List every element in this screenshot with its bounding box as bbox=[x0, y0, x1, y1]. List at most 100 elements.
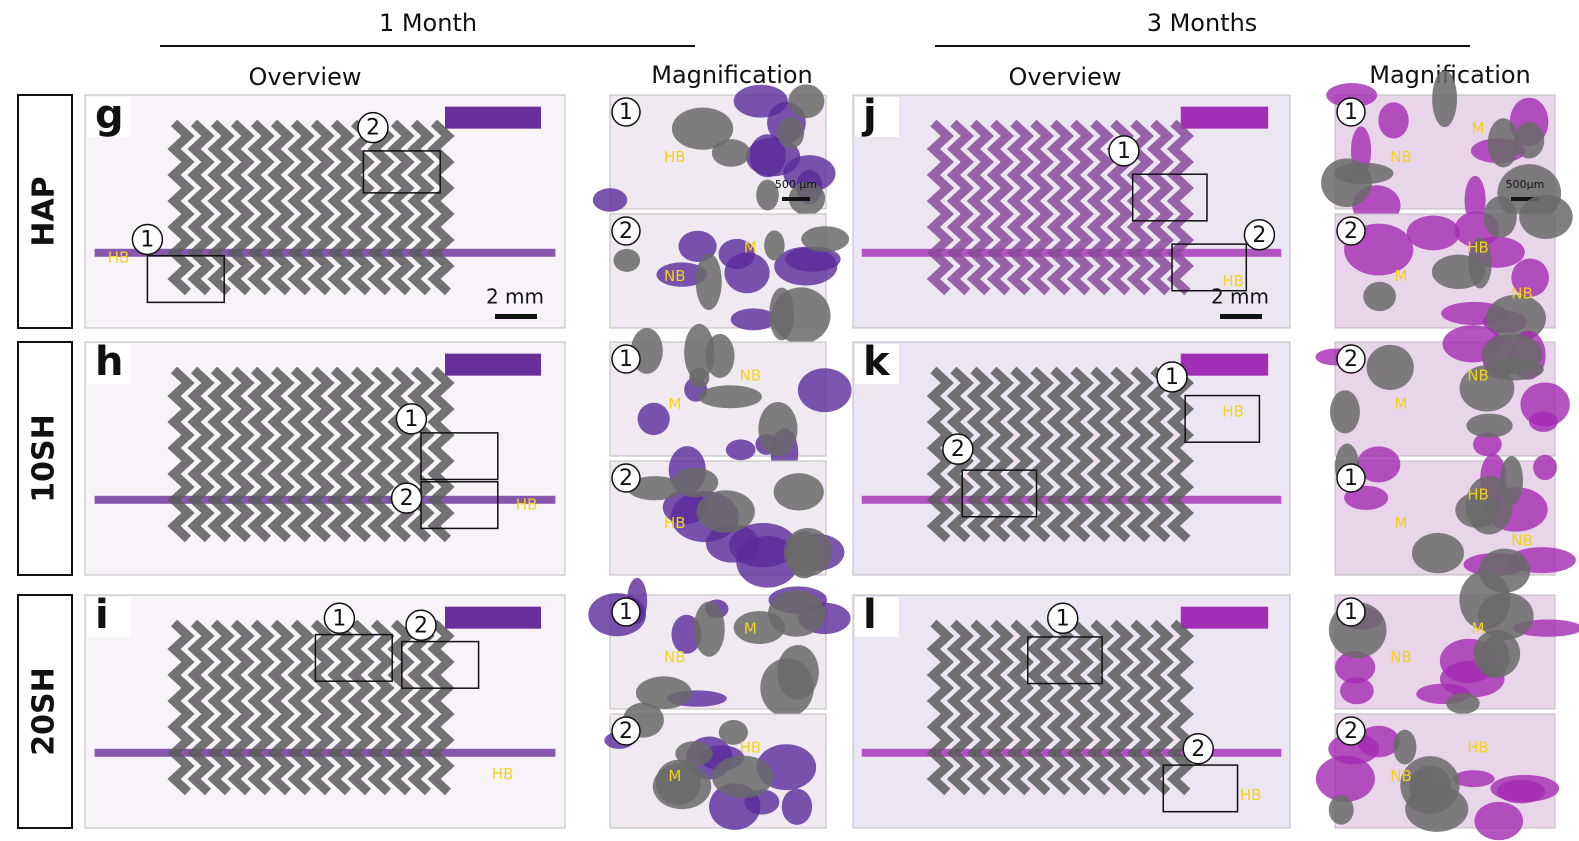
scaffold-strut bbox=[427, 366, 455, 543]
host-bone bbox=[94, 748, 556, 757]
scaffold-strut bbox=[1046, 119, 1075, 296]
tissue-label: NB bbox=[1390, 648, 1412, 666]
bone-blob bbox=[729, 522, 797, 568]
scaffold-blob bbox=[801, 226, 850, 252]
scaffold-blob bbox=[1393, 729, 1417, 765]
panel-letter: i bbox=[95, 592, 109, 638]
tissue-label: M bbox=[1395, 514, 1408, 532]
tissue-label: HB bbox=[1467, 739, 1489, 757]
scaffold-strut bbox=[167, 366, 195, 543]
host-bone bbox=[94, 248, 556, 257]
marker-circle bbox=[1108, 135, 1140, 167]
marker-number: 1 bbox=[619, 347, 633, 372]
scaffold-strut bbox=[1026, 366, 1055, 543]
scaffold-strut bbox=[926, 119, 955, 296]
row-label: 10SH bbox=[27, 414, 62, 502]
marker-circle bbox=[611, 97, 641, 127]
marker-number: 1 bbox=[1344, 100, 1358, 125]
scaffold-blob bbox=[718, 720, 748, 745]
bone-blob bbox=[1520, 382, 1570, 427]
scaffold-strut bbox=[427, 619, 455, 796]
panel-letter: l bbox=[863, 592, 877, 638]
scaffold-strut bbox=[1106, 366, 1135, 543]
tissue-label: NB bbox=[664, 267, 686, 285]
tissue-label: M bbox=[668, 395, 681, 413]
row-label-box bbox=[17, 94, 73, 329]
marker-number: 1 bbox=[1344, 466, 1358, 491]
scaffold-blob bbox=[1459, 365, 1515, 412]
scaffold-strut bbox=[1146, 119, 1175, 296]
scale-bar bbox=[1511, 197, 1539, 201]
scaffold-strut bbox=[187, 366, 215, 543]
marker-circle bbox=[1336, 216, 1366, 246]
letter-box bbox=[855, 344, 899, 384]
scaffold-blob bbox=[1473, 629, 1521, 678]
scaffold-strut bbox=[1106, 619, 1135, 796]
scaffold-strut bbox=[247, 366, 275, 543]
marker-circle bbox=[390, 482, 423, 514]
scaffold-strut bbox=[327, 619, 355, 796]
scaffold-strut bbox=[1146, 619, 1175, 796]
marker-number: 2 bbox=[400, 486, 414, 511]
scaffold-strut bbox=[267, 619, 295, 796]
scaffold-strut bbox=[307, 619, 335, 796]
tissue-label: M bbox=[744, 239, 757, 257]
scaffold-strut bbox=[1086, 366, 1115, 543]
scaffold-strut bbox=[946, 119, 975, 296]
host-bone bbox=[445, 353, 541, 376]
scaffold-blob bbox=[696, 490, 755, 533]
scaffold-strut bbox=[1026, 619, 1055, 796]
marker-number: 2 bbox=[619, 466, 633, 491]
scaffold-blob bbox=[1486, 294, 1547, 342]
marker-number: 2 bbox=[1344, 219, 1358, 244]
scaffold-strut bbox=[1166, 619, 1195, 796]
scaffold-blob bbox=[1513, 122, 1545, 159]
scaffold-strut bbox=[347, 119, 375, 296]
scale-label: 500μm bbox=[1506, 178, 1545, 191]
scaffold-blob bbox=[1487, 118, 1519, 168]
host-bone bbox=[1180, 106, 1269, 129]
scaffold-blob bbox=[1363, 281, 1397, 312]
bone-blob bbox=[1490, 774, 1560, 802]
scaffold-strut bbox=[966, 619, 995, 796]
scaffold-strut bbox=[1086, 119, 1115, 296]
scaffold-strut bbox=[347, 366, 375, 543]
marker-number: 1 bbox=[619, 600, 633, 625]
letter-box bbox=[87, 344, 131, 384]
scaffold-blob bbox=[627, 476, 683, 501]
marker-circle bbox=[323, 602, 356, 635]
tissue-label: NB bbox=[1511, 531, 1533, 549]
bone-blob bbox=[725, 439, 756, 461]
scaffold-strut bbox=[986, 619, 1015, 796]
scaffold-blob bbox=[1459, 570, 1511, 630]
scaffold-blob bbox=[1446, 692, 1480, 714]
scaffold-strut bbox=[247, 619, 275, 796]
scaffold-strut bbox=[1066, 619, 1095, 796]
marker-number: 2 bbox=[1344, 347, 1358, 372]
bone-blob bbox=[1326, 83, 1378, 108]
marker-number: 1 bbox=[1344, 600, 1358, 625]
scaffold-strut bbox=[1006, 119, 1035, 296]
scaffold-strut bbox=[367, 366, 395, 543]
bone-blob bbox=[1356, 446, 1401, 483]
panel-letter: j bbox=[861, 92, 877, 138]
region-box bbox=[1162, 764, 1239, 813]
row-label-box bbox=[17, 594, 73, 829]
scaffold-blob bbox=[760, 658, 814, 718]
scaffold-strut bbox=[307, 366, 335, 543]
tissue-label: HB bbox=[1222, 272, 1244, 290]
panel-letter: g bbox=[95, 92, 124, 138]
marker-circle bbox=[611, 716, 641, 746]
bone-blob bbox=[637, 402, 670, 436]
bone-blob bbox=[797, 368, 852, 413]
panel-letter: h bbox=[95, 339, 123, 385]
tissue-label: M bbox=[1395, 395, 1408, 413]
panel-letter: k bbox=[863, 339, 891, 385]
scaffold-blob bbox=[1366, 344, 1414, 391]
scaffold-blob bbox=[613, 248, 641, 272]
host-bone bbox=[445, 106, 541, 129]
bone-blob bbox=[783, 155, 836, 192]
marker-circle bbox=[1182, 733, 1214, 765]
scaffold-blob bbox=[771, 287, 831, 344]
marker-circle bbox=[131, 223, 164, 256]
